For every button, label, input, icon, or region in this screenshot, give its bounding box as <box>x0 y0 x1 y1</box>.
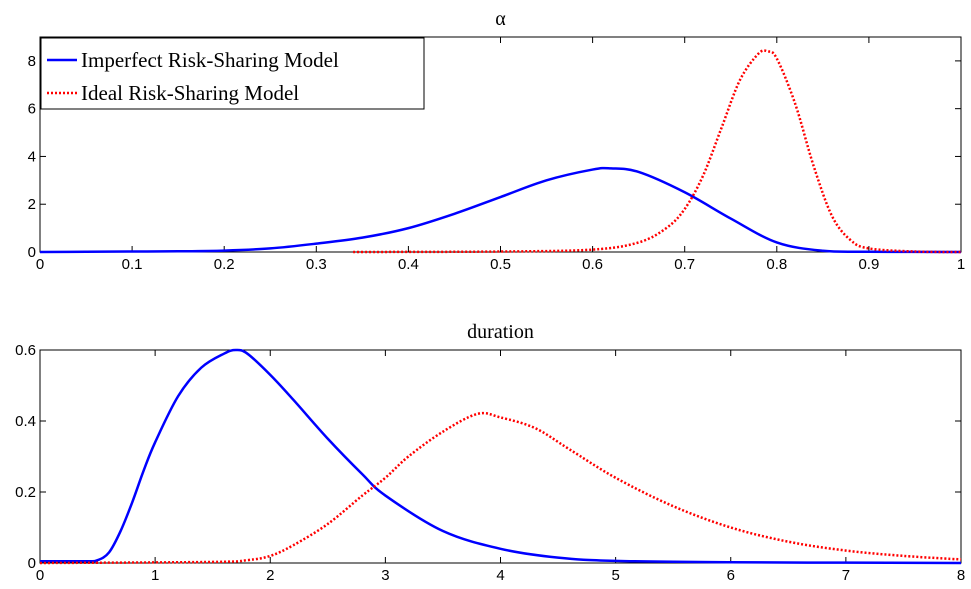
x-tick-label: 7 <box>842 567 850 584</box>
x-tick-label: 0.4 <box>398 256 419 273</box>
x-tick-label: 3 <box>381 567 389 584</box>
y-tick-label: 0 <box>28 555 36 572</box>
x-tick-label: 6 <box>727 567 735 584</box>
y-tick-label: 4 <box>28 148 36 165</box>
x-tick-label: 4 <box>496 567 504 584</box>
x-tick-label: 0.9 <box>858 256 879 273</box>
x-tick-label: 0.8 <box>766 256 787 273</box>
x-tick-label: 0.5 <box>490 256 511 273</box>
legend-label: Imperfect Risk-Sharing Model <box>81 48 339 72</box>
x-tick-label: 0 <box>36 256 44 273</box>
x-tick-label: 1 <box>151 567 159 584</box>
plot-area <box>39 349 962 564</box>
series-line-ideal <box>39 411 962 565</box>
x-tick-label: 2 <box>266 567 274 584</box>
chart-panel-0: α 0 0.1 0.2 0.3 0.4 0.5 0.6 0.7 0.8 0.9 1 0 2 4 6 8 Imper… <box>28 8 966 273</box>
legend <box>40 37 425 110</box>
x-tick-label: 0.2 <box>214 256 235 273</box>
x-tick-label: 8 <box>957 567 965 584</box>
series-line-imperfect <box>39 166 962 254</box>
chart-title: α <box>495 8 506 30</box>
x-tick-label: 0 <box>36 567 44 584</box>
x-tick-label: 1 <box>957 256 965 273</box>
legend-label: Ideal Risk-Sharing Model <box>81 81 299 105</box>
y-tick-label: 0.4 <box>15 413 36 430</box>
series-line-ideal <box>353 49 962 254</box>
x-tick-label: 5 <box>611 567 619 584</box>
x-tick-label: 0.1 <box>122 256 143 273</box>
y-tick-label: 0.2 <box>15 484 36 501</box>
y-tick-label: 6 <box>28 101 36 118</box>
x-tick-label: 0.3 <box>306 256 327 273</box>
y-tick-label: 0.6 <box>15 342 36 359</box>
series-line-imperfect <box>39 348 962 565</box>
y-tick-label: 8 <box>28 53 36 70</box>
chart-title: duration <box>467 321 534 343</box>
y-tick-label: 0 <box>28 244 36 261</box>
x-tick-label: 0.7 <box>674 256 695 273</box>
x-tick-label: 0.6 <box>582 256 603 273</box>
y-tick-label: 2 <box>28 196 36 213</box>
chart-panel-1: duration 0 1 2 3 4 5 6 7 8 0 0.2 0.4 0.6 <box>15 321 965 584</box>
